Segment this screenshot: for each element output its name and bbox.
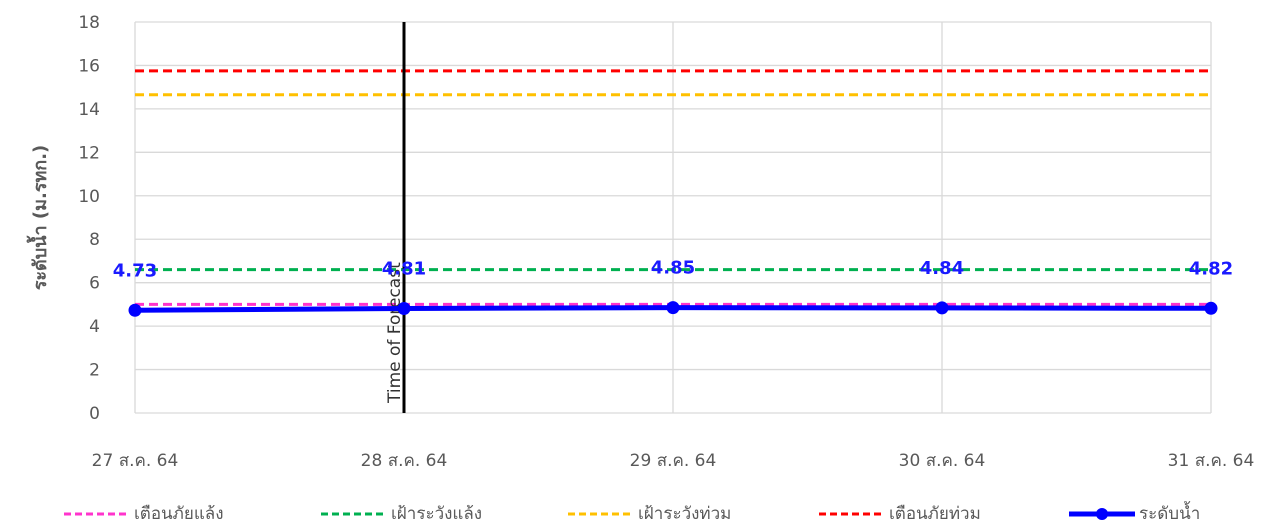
legend-label: เตือนภัยท่วม xyxy=(889,504,981,524)
legend-swatch xyxy=(321,512,387,515)
water-level-chart: 0 2 4 6 8 10 12 14 16 18 27 ส.ค. 64 28 ส.ค. 64 29 ส… xyxy=(26,13,1255,471)
data-point xyxy=(128,303,142,317)
legend-item: เฝ้าระวังท่วม xyxy=(566,500,731,527)
legend-label: ระดับน้ำ xyxy=(1139,504,1201,524)
legend-item: เตือนภัยท่วม xyxy=(817,500,981,527)
legend: เตือนภัยแล้ง เฝ้าระวังแล้ง เฝ้าระวังท่วม เต… xyxy=(0,500,1268,528)
x-tick-label: 29 ส.ค. 64 xyxy=(630,451,717,471)
x-tick-label: 30 ส.ค. 64 xyxy=(899,451,986,471)
data-point xyxy=(666,301,680,315)
x-tick-label: 31 ส.ค. 64 xyxy=(1168,451,1255,471)
legend-swatch xyxy=(819,512,885,515)
legend-label: เตือนภัยแล้ง xyxy=(134,504,224,524)
y-tick-label: 8 xyxy=(89,230,100,250)
y-axis-ticks: 0 2 4 6 8 10 12 14 16 18 xyxy=(78,13,100,424)
legend-swatch xyxy=(64,512,130,515)
legend-item: ระดับน้ำ xyxy=(1067,500,1200,527)
data-point xyxy=(397,302,411,316)
grid-lines xyxy=(134,21,1212,414)
x-tick-label: 27 ส.ค. 64 xyxy=(92,451,179,471)
data-point xyxy=(935,301,949,315)
y-tick-label: 12 xyxy=(78,143,100,163)
data-label: 4.84 xyxy=(920,258,964,279)
y-tick-label: 10 xyxy=(78,187,100,207)
legend-item: เตือนภัยแล้ง xyxy=(62,500,224,527)
data-labels: 4.73 4.81 4.85 4.84 4.82 xyxy=(113,258,1233,282)
data-label: 4.82 xyxy=(1189,258,1233,279)
legend-swatch xyxy=(1069,507,1135,520)
x-tick-label: 28 ส.ค. 64 xyxy=(361,451,448,471)
y-tick-label: 4 xyxy=(89,317,100,337)
data-label: 4.73 xyxy=(113,260,157,281)
data-point xyxy=(1204,301,1218,315)
forecast-label: Time of Forecast xyxy=(385,262,405,404)
y-tick-label: 6 xyxy=(89,274,100,294)
forecast-marker: Time of Forecast xyxy=(385,22,406,413)
data-label: 4.81 xyxy=(382,259,426,280)
data-label: 4.85 xyxy=(651,258,695,279)
y-tick-label: 0 xyxy=(89,404,100,424)
y-tick-label: 14 xyxy=(78,100,100,120)
water-level-series xyxy=(128,301,1218,317)
y-tick-label: 16 xyxy=(78,56,100,76)
legend-label: เฝ้าระวังท่วม xyxy=(638,504,732,524)
legend-item: เฝ้าระวังแล้ง xyxy=(319,500,482,527)
y-tick-label: 18 xyxy=(78,13,100,33)
x-axis-ticks: 27 ส.ค. 64 28 ส.ค. 64 29 ส.ค. 64 30 ส.ค. 64… xyxy=(92,451,1255,471)
legend-label: เฝ้าระวังแล้ง xyxy=(391,504,483,524)
y-tick-label: 2 xyxy=(89,361,100,381)
y-axis-label: ระดับน้ำ (ม.รทก.) xyxy=(26,145,51,291)
legend-swatch xyxy=(568,512,634,515)
